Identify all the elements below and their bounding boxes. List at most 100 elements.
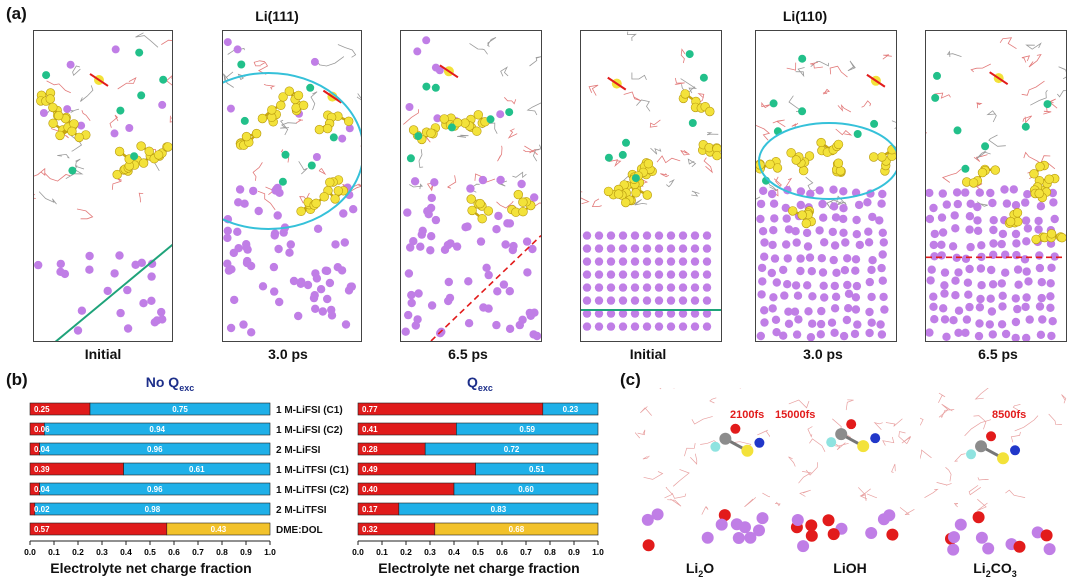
lithium-atom <box>702 296 712 305</box>
lithium-atom <box>987 307 997 316</box>
frame-label: 3.0 ps <box>803 346 843 362</box>
sulfur-atom <box>786 148 796 158</box>
lithium-atom <box>779 331 788 340</box>
anion-bond <box>989 71 1009 85</box>
bar-segment-blue <box>456 422 599 436</box>
lithium-atom <box>630 257 640 266</box>
time-label: 2100fs <box>730 409 764 421</box>
lithium-atom <box>654 270 664 279</box>
solvent-molecule <box>756 124 771 141</box>
lithium-atom <box>444 296 453 306</box>
highlight-ellipse <box>758 122 896 200</box>
lithium-atom <box>85 265 94 274</box>
lithium-ion <box>798 54 807 63</box>
lithium-atom <box>730 518 743 531</box>
lithium-atom <box>998 229 1008 239</box>
lithium-atom <box>808 292 817 301</box>
lithium-atom <box>654 257 664 266</box>
solvent-molecule <box>680 149 691 156</box>
lithium-atom <box>985 320 994 329</box>
sulfur-atom <box>518 207 528 217</box>
lithium-atom <box>341 320 351 329</box>
lithium-atom <box>808 319 817 328</box>
row-label: 1 M-LiFSI (C1) <box>276 405 343 416</box>
lithium-atom <box>530 308 539 317</box>
oxygen-atom <box>827 528 840 541</box>
sulfur-atom <box>114 146 125 157</box>
solvent-molecule <box>34 193 36 199</box>
solvent-molecule <box>1048 98 1058 109</box>
lithium-atom <box>875 216 884 225</box>
sulfur-atom <box>314 124 325 135</box>
sulfur-atom <box>48 118 58 129</box>
lithium-atom <box>325 278 335 288</box>
lithium-atom <box>940 315 950 324</box>
lithium-atom <box>879 238 888 247</box>
lithium-ion <box>688 119 697 127</box>
tick-label: 0.7 <box>192 547 204 557</box>
lithium-atom <box>781 203 790 213</box>
lithium-ion <box>68 166 77 175</box>
reaction-snapshot: 15000fs <box>775 388 915 556</box>
compound-sub: 2 <box>985 568 991 579</box>
lithium-ion <box>870 119 879 128</box>
x-axis-label: Electrolyte net charge fraction <box>50 560 252 576</box>
solvent-molecule <box>861 100 872 108</box>
lithium-atom <box>830 304 840 313</box>
lithium-atom <box>666 257 676 266</box>
lithium-atom <box>77 121 86 130</box>
lithium-atom <box>930 252 939 261</box>
sulfur-atom <box>293 90 304 101</box>
solvent-molecule <box>299 192 310 204</box>
lithium-atom <box>868 212 877 222</box>
sulfur-atom <box>333 186 344 196</box>
solvent-molecule <box>799 489 811 497</box>
lithium-atom <box>606 257 616 266</box>
solvent-molecule <box>1058 66 1066 80</box>
lithium-atom <box>690 322 700 331</box>
sulfur-atom <box>439 114 449 124</box>
lithium-atom <box>756 331 765 341</box>
lithium-atom <box>606 296 616 305</box>
lithium-atom <box>1047 263 1056 272</box>
solvent-molecule <box>46 80 71 94</box>
lithium-atom <box>865 328 874 338</box>
lithium-atom <box>618 309 628 318</box>
lithium-atom <box>147 296 156 305</box>
data-label: 0.98 <box>145 505 161 514</box>
solvent-molecule <box>986 110 997 123</box>
lithium-atom <box>998 302 1007 311</box>
solvent-molecule <box>650 147 662 155</box>
sulfur-atom <box>1035 161 1045 172</box>
sulfur-atom <box>276 100 286 111</box>
lithium-atom <box>966 242 975 252</box>
sulfur-atom <box>1012 208 1023 218</box>
panel-a-label: (a) <box>6 4 27 23</box>
lithium-atom <box>327 311 337 320</box>
lithium-atom <box>333 263 342 272</box>
lithium-ion <box>486 115 495 124</box>
lithium-atom <box>948 531 960 544</box>
sulfur-atom <box>1005 216 1016 227</box>
sulfur-atom <box>1046 229 1057 239</box>
lithium-atom <box>732 532 745 544</box>
sulfur-atom <box>74 132 84 143</box>
lithium-atom <box>954 268 963 277</box>
lithium-atom <box>678 270 688 279</box>
tick-label: 1.0 <box>264 547 276 557</box>
sulfur-atom <box>311 198 321 209</box>
data-label: 0.25 <box>34 405 50 414</box>
lithium-atom <box>852 230 861 239</box>
bar-segment-blue <box>123 462 271 476</box>
lithium-atom <box>678 283 688 292</box>
lithium-atom <box>1013 304 1022 314</box>
lithium-atom <box>784 225 794 234</box>
oxygen-atom <box>972 511 985 524</box>
sulfur-atom <box>472 126 482 136</box>
sulfur-atom <box>54 110 64 121</box>
lithium-atom <box>224 266 234 275</box>
lithium-atom <box>937 251 946 260</box>
tick-label: 0.3 <box>96 547 108 557</box>
solvent-molecule <box>837 104 852 113</box>
sulfur-atom <box>426 128 436 138</box>
